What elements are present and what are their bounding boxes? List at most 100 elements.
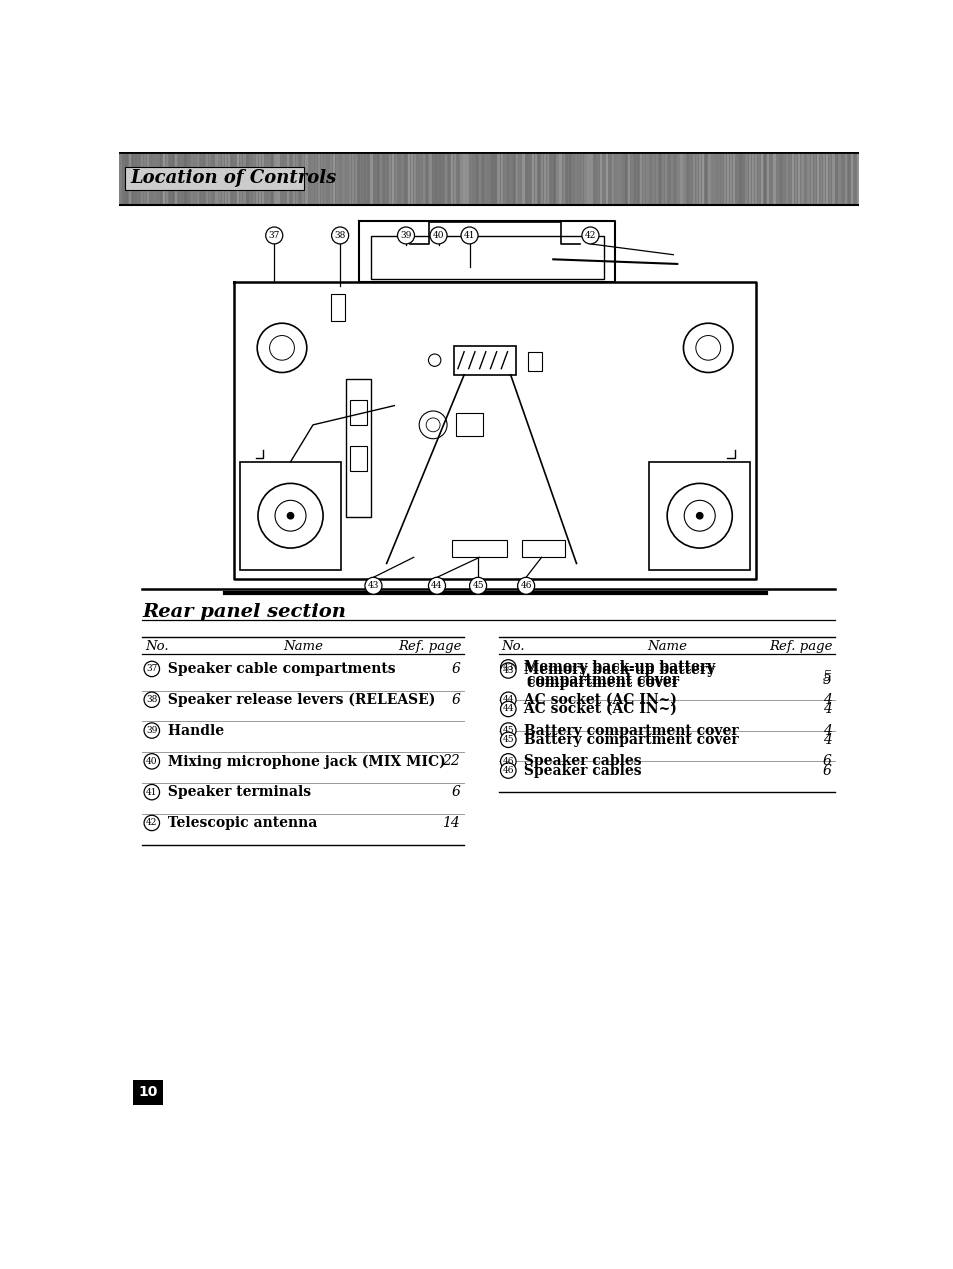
Text: compartment cover: compartment cover: [526, 676, 679, 690]
Text: 6: 6: [451, 786, 459, 799]
Bar: [618, 152, 620, 204]
Bar: [543, 152, 546, 204]
Bar: [757, 152, 760, 204]
Bar: [125, 168, 303, 190]
Text: 40: 40: [146, 756, 157, 766]
Circle shape: [144, 754, 159, 769]
Bar: [509, 152, 512, 204]
Bar: [531, 152, 534, 204]
Text: 5: 5: [821, 670, 831, 684]
Bar: [144, 152, 146, 204]
Bar: [224, 152, 227, 204]
Text: Speaker cables: Speaker cables: [518, 764, 641, 778]
Bar: [494, 152, 497, 204]
Bar: [726, 152, 728, 204]
Bar: [590, 152, 592, 204]
Bar: [476, 152, 477, 204]
Bar: [781, 152, 784, 204]
Bar: [221, 152, 224, 204]
Text: Ref. page: Ref. page: [769, 640, 832, 652]
Bar: [525, 152, 527, 204]
Bar: [550, 152, 552, 204]
Bar: [240, 462, 340, 570]
Bar: [593, 152, 596, 204]
Bar: [707, 152, 710, 204]
Bar: [488, 152, 490, 204]
Circle shape: [144, 661, 159, 676]
Bar: [212, 152, 214, 204]
Bar: [534, 152, 537, 204]
Bar: [711, 152, 713, 204]
Text: Speaker cable compartments: Speaker cable compartments: [162, 662, 395, 676]
Bar: [575, 152, 577, 204]
Circle shape: [428, 577, 445, 594]
Bar: [184, 152, 187, 204]
Bar: [553, 152, 555, 204]
Bar: [401, 152, 403, 204]
Bar: [215, 152, 217, 204]
Bar: [556, 152, 558, 204]
Bar: [478, 152, 480, 204]
Text: 38: 38: [335, 231, 345, 240]
Bar: [819, 152, 821, 204]
Bar: [608, 152, 611, 204]
Bar: [806, 152, 809, 204]
Circle shape: [500, 763, 516, 778]
Bar: [305, 152, 307, 204]
Bar: [456, 152, 459, 204]
Bar: [350, 400, 367, 425]
Bar: [853, 152, 856, 204]
Bar: [679, 152, 682, 204]
Bar: [769, 152, 772, 204]
Text: 44: 44: [431, 581, 442, 590]
Bar: [392, 152, 394, 204]
Text: Memory back-up battery: Memory back-up battery: [518, 660, 715, 674]
Bar: [578, 152, 579, 204]
Bar: [162, 152, 165, 204]
Text: 45: 45: [502, 726, 514, 735]
Text: 44: 44: [502, 704, 514, 713]
Text: 4: 4: [821, 732, 831, 746]
Bar: [203, 152, 205, 204]
Text: 37: 37: [146, 665, 157, 674]
Bar: [367, 152, 369, 204]
Bar: [196, 152, 199, 204]
Bar: [265, 152, 267, 204]
Bar: [466, 152, 468, 204]
Text: 10: 10: [138, 1085, 157, 1099]
Bar: [565, 152, 567, 204]
Bar: [794, 152, 797, 204]
Text: 22: 22: [442, 754, 459, 768]
Bar: [637, 152, 639, 204]
Bar: [206, 152, 208, 204]
Bar: [382, 152, 385, 204]
Bar: [652, 152, 654, 204]
Circle shape: [430, 227, 447, 244]
Bar: [642, 152, 645, 204]
Bar: [686, 152, 688, 204]
Text: 6: 6: [451, 662, 459, 676]
Bar: [355, 152, 356, 204]
Bar: [682, 152, 685, 204]
Text: 46: 46: [502, 756, 514, 766]
Bar: [773, 152, 775, 204]
Bar: [271, 152, 274, 204]
Text: AC socket (AC IN~): AC socket (AC IN~): [518, 702, 677, 716]
Bar: [346, 378, 371, 518]
Bar: [469, 152, 472, 204]
Bar: [452, 541, 506, 557]
Circle shape: [332, 227, 348, 244]
Text: Speaker cables: Speaker cables: [518, 754, 641, 768]
Bar: [137, 152, 140, 204]
Circle shape: [365, 577, 381, 594]
Text: Battery compartment cover: Battery compartment cover: [518, 723, 738, 737]
Bar: [327, 152, 329, 204]
Text: Name: Name: [283, 640, 323, 652]
Bar: [371, 236, 603, 279]
Bar: [558, 152, 561, 204]
Bar: [246, 152, 249, 204]
Bar: [664, 152, 666, 204]
Bar: [132, 152, 133, 204]
Bar: [677, 152, 679, 204]
Bar: [456, 414, 483, 437]
